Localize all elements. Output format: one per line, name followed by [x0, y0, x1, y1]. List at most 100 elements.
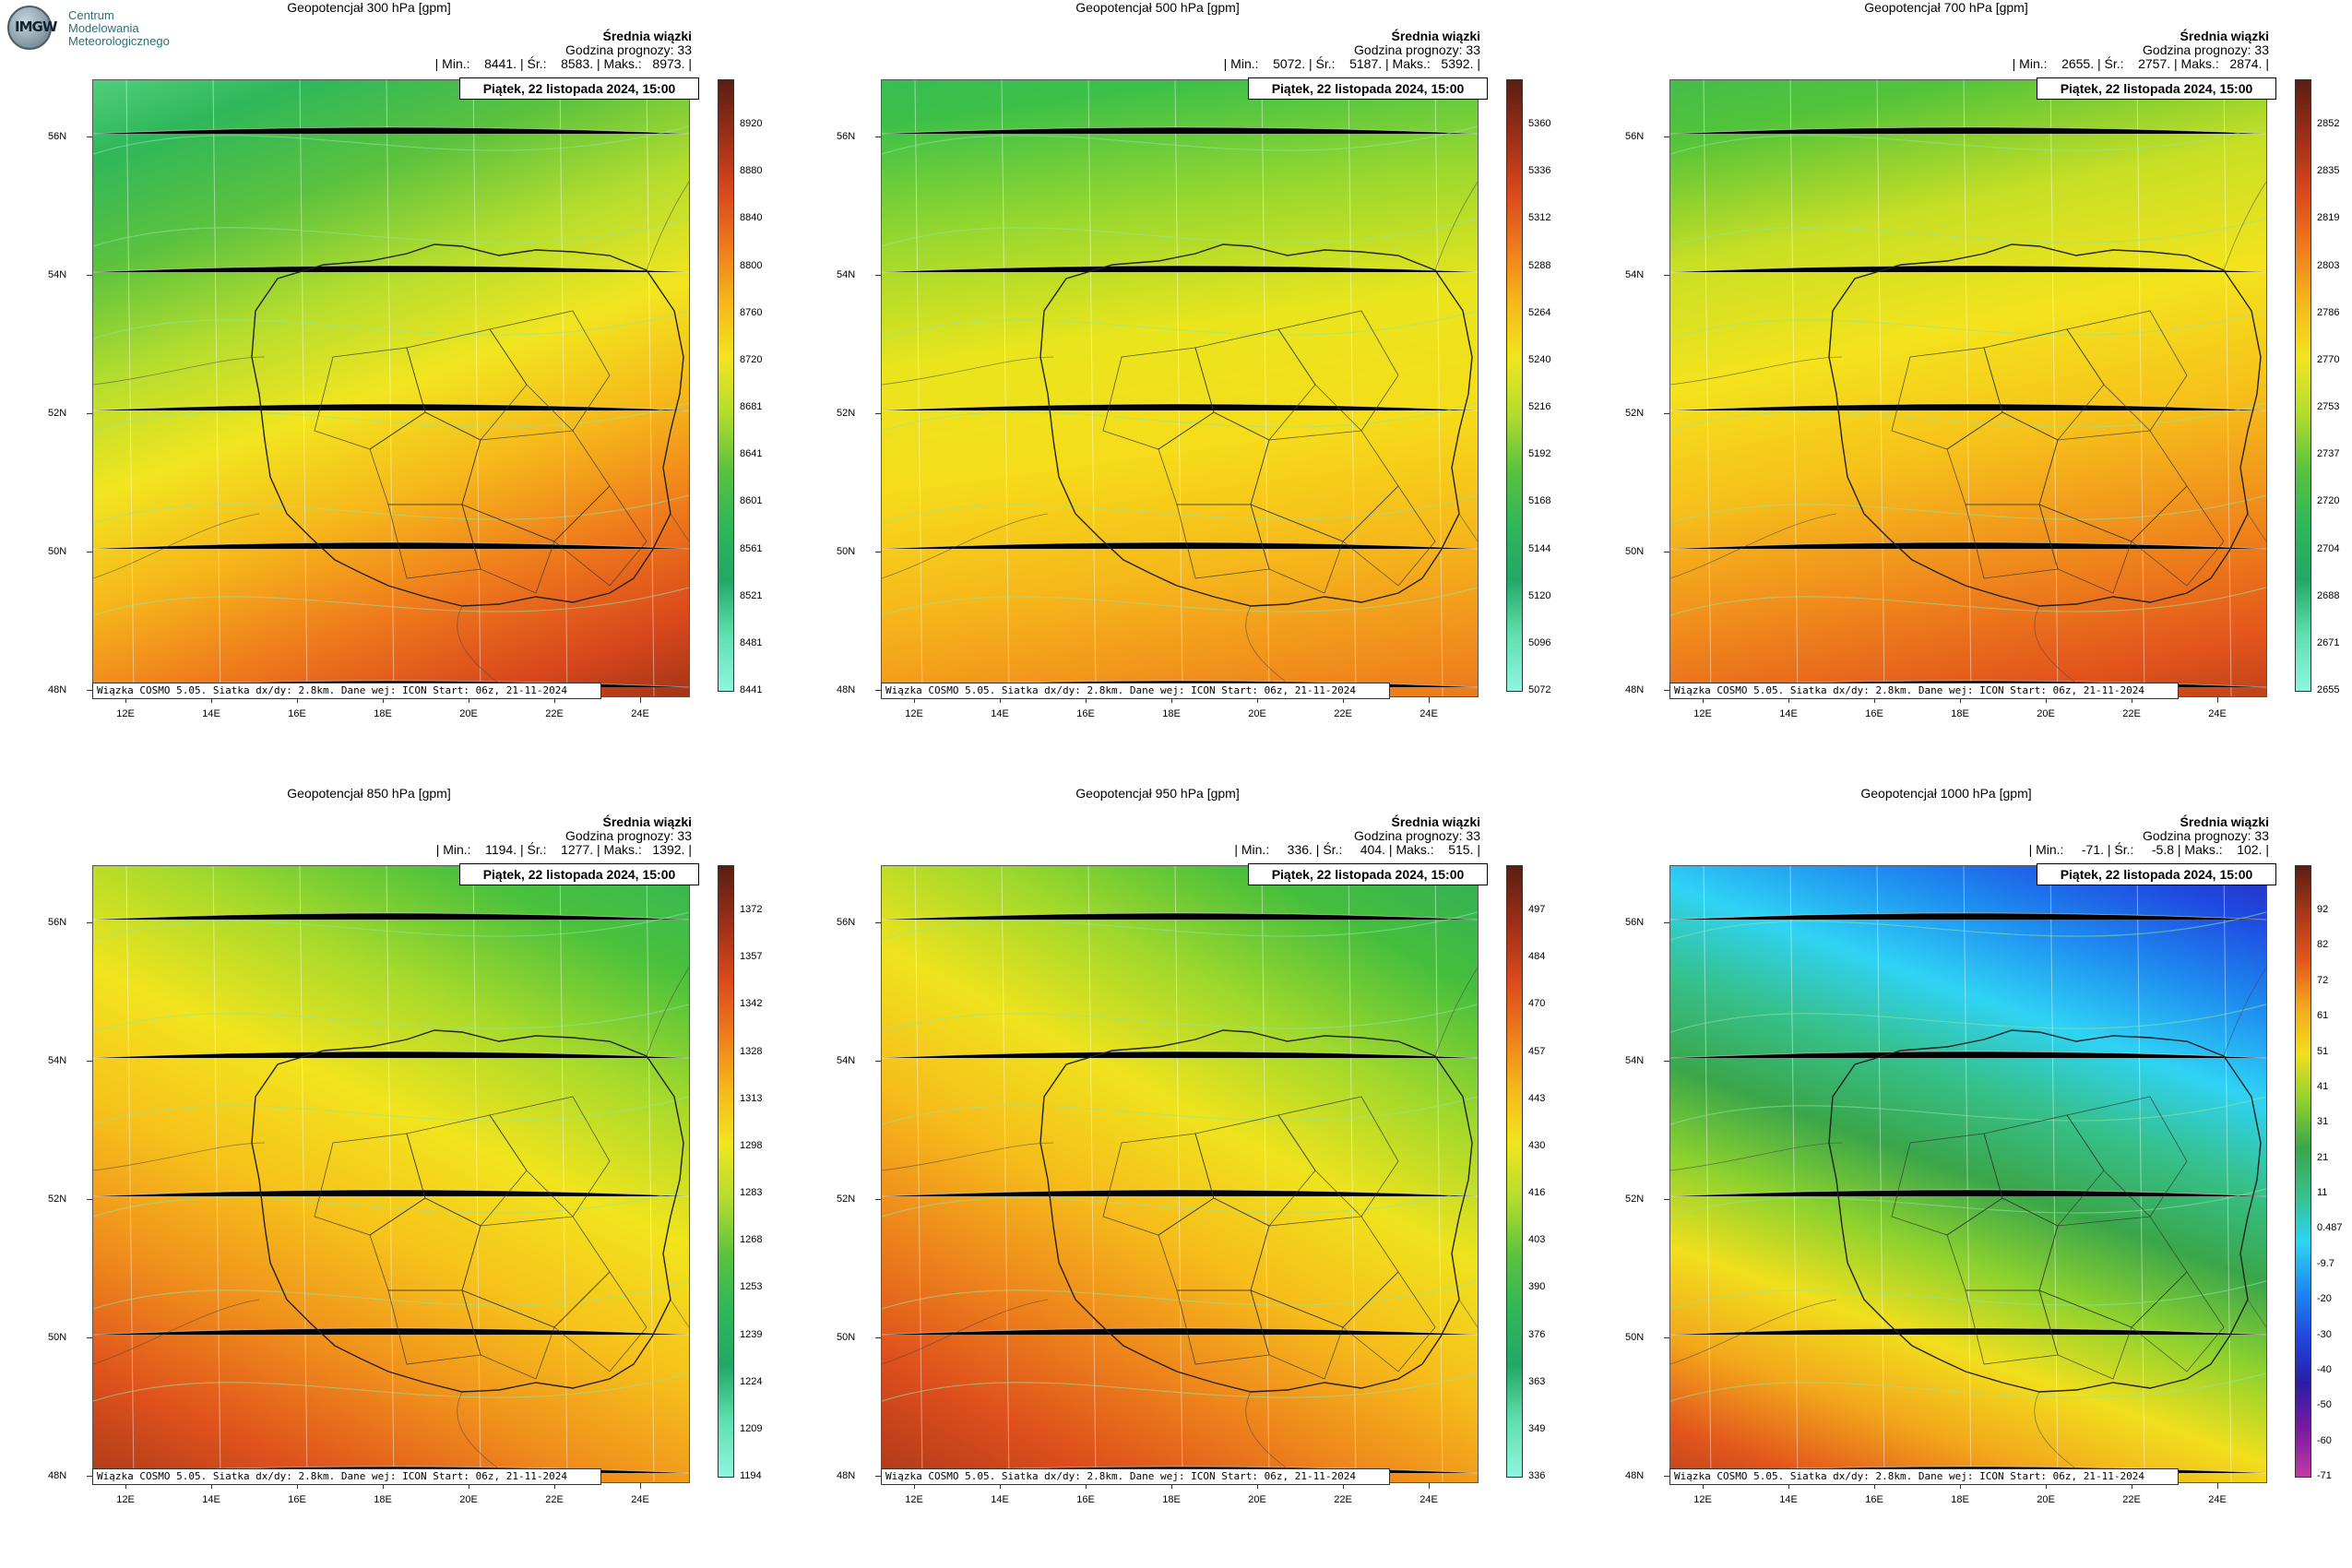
poland-border: [251, 244, 684, 607]
colorbar-label: 1342: [740, 998, 763, 1010]
latitude-label: 52N: [48, 1194, 67, 1205]
longitude-tick: [1343, 697, 1344, 703]
map-panel-4: Geopotencjał 850 hPa [gpm] Średnia wiązk…: [0, 786, 793, 1542]
colorbar-label: 430: [1528, 1139, 1546, 1151]
latitude-tick: [1664, 922, 1669, 923]
contour-line: [1670, 1280, 2266, 1310]
contour-line: [93, 1004, 689, 1033]
latitude-tick: [1664, 1476, 1669, 1477]
longitude-tick: [383, 1483, 384, 1489]
latitude-label: 54N: [48, 269, 67, 280]
contour-line: [882, 494, 1478, 524]
meridian-line: [1789, 80, 1799, 696]
longitude-label: 14E: [202, 1494, 220, 1505]
map-area: [1669, 865, 2267, 1483]
latitude-label: 54N: [48, 1055, 67, 1066]
longitude-tick: [554, 1483, 555, 1489]
colorbar-label: 2852: [2317, 118, 2340, 129]
colorbar-label: 8681: [740, 401, 763, 412]
colorbar-label: 5072: [1528, 684, 1551, 695]
longitude-tick: [1703, 697, 1704, 703]
parallel-line: [93, 265, 689, 273]
field-fill: [1670, 866, 2266, 1482]
meridian-line: [1703, 80, 1712, 696]
latitude-tick: [1664, 275, 1669, 276]
map-panel-5: Geopotencjał 950 hPa [gpm] Średnia wiązk…: [789, 786, 1582, 1542]
forecast-hour: Godzina prognozy: 33: [2143, 828, 2269, 843]
colorbar-label: 0.487: [2317, 1222, 2343, 1234]
colorbar-label: 92: [2317, 904, 2329, 915]
parallel-line: [93, 912, 689, 921]
colorbar-label: 403: [1528, 1234, 1546, 1246]
latitude-tick: [1664, 1337, 1669, 1338]
latitude-label: 54N: [1625, 1055, 1645, 1066]
latitude-tick: [875, 1476, 881, 1477]
latitude-tick: [87, 1476, 92, 1477]
stats-line: | Min.: 5072. | Śr.: 5187. | Maks.: 5392…: [1223, 56, 1480, 71]
meridian-line: [2136, 80, 2145, 696]
longitude-label: 22E: [2122, 1494, 2141, 1505]
parallel-line: [93, 1189, 689, 1197]
longitude-label: 16E: [1865, 708, 1883, 719]
colorbar-label: 8800: [740, 259, 763, 271]
meridian-line: [125, 866, 135, 1482]
latitude-tick: [875, 413, 881, 414]
longitude-label: 16E: [1076, 1494, 1095, 1505]
meridian-line: [1087, 866, 1097, 1482]
parallel-line: [1670, 541, 2266, 550]
meridian-line: [212, 866, 221, 1482]
colorbar-label: 5312: [1528, 212, 1551, 224]
contour-line: [882, 911, 1478, 941]
map-area: [92, 79, 690, 697]
map-area: [881, 79, 1479, 697]
stats-block: Średnia wiązki Godzina prognozy: 33 | Mi…: [1234, 815, 1480, 857]
colorbar-label: 336: [1528, 1470, 1546, 1481]
contour-line: [882, 125, 1478, 155]
contour-line: [882, 402, 1478, 432]
longitude-label: 16E: [288, 1494, 306, 1505]
longitude-tick: [640, 1483, 641, 1489]
longitude-label: 18E: [374, 708, 392, 719]
date-label: Piątek, 22 listopada 2024, 15:00: [459, 863, 699, 885]
latitude-label: 54N: [1625, 269, 1645, 280]
stats-line: | Min.: 336. | Śr.: 404. | Maks.: 515. |: [1234, 842, 1480, 857]
colorbar-label: 484: [1528, 951, 1546, 963]
contour-line: [882, 218, 1478, 247]
longitude-tick: [211, 1483, 212, 1489]
date-label: Piątek, 22 listopada 2024, 15:00: [2037, 77, 2276, 100]
voivodeship-borders: [1102, 1096, 1436, 1380]
longitude-tick: [2217, 1483, 2218, 1489]
longitude-label: 12E: [116, 1494, 135, 1505]
longitude-tick: [1000, 1483, 1001, 1489]
stats-block: Średnia wiązki Godzina prognozy: 33 | Mi…: [436, 815, 692, 857]
map-svg: [882, 866, 1478, 1482]
colorbar-label: -60: [2317, 1434, 2332, 1446]
latitude-tick: [875, 275, 881, 276]
longitude-label: 18E: [1162, 1494, 1181, 1505]
latitude-label: 48N: [1625, 1470, 1645, 1481]
colorbar-label: 31: [2317, 1116, 2329, 1128]
field-fill: [882, 80, 1478, 696]
longitude-label: 12E: [905, 708, 923, 719]
colorbar-label: 2819: [2317, 212, 2340, 224]
longitude-label: 20E: [1248, 708, 1266, 719]
subtitle: Średnia wiązki: [602, 814, 692, 829]
longitude-label: 14E: [202, 708, 220, 719]
meridian-line: [1963, 80, 1972, 696]
longitude-tick: [1086, 697, 1087, 703]
colorbar-label: 8920: [740, 118, 763, 129]
colorbar-label: 2753: [2317, 401, 2340, 412]
parallel-line: [882, 1327, 1478, 1336]
meridian-line: [1001, 80, 1010, 696]
meridian-line: [2223, 866, 2232, 1482]
colorbar-label: 1357: [740, 951, 763, 963]
colorbar-label: 390: [1528, 1281, 1546, 1293]
latitude-tick: [87, 413, 92, 414]
contour-lines: [1670, 911, 2266, 1402]
map-panel-2: Geopotencjał 500 hPa [gpm] Średnia wiązk…: [789, 0, 1582, 756]
colorbar-label: 82: [2317, 939, 2329, 951]
colorbar-label: 457: [1528, 1045, 1546, 1057]
latitude-label: 48N: [837, 684, 856, 695]
map-svg: [1670, 866, 2266, 1482]
forecast-hour: Godzina prognozy: 33: [565, 828, 692, 843]
